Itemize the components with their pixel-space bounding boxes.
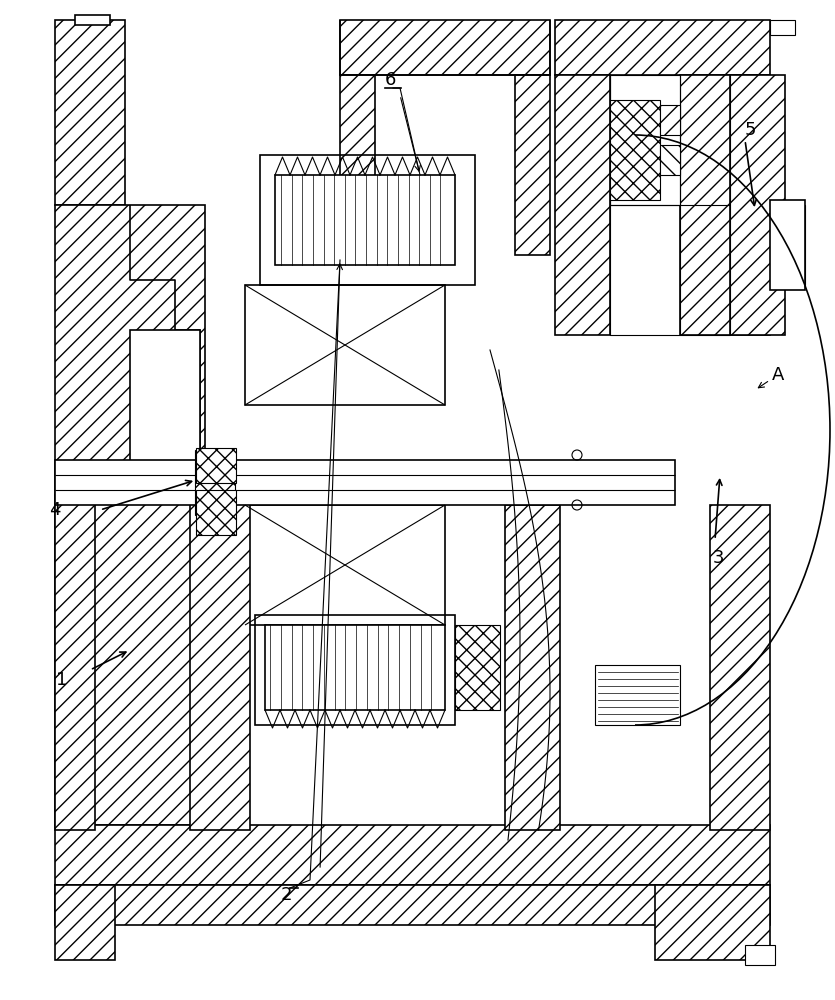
Bar — [660, 105, 680, 135]
Bar — [55, 495, 95, 830]
Bar — [730, 75, 785, 335]
Bar — [195, 450, 235, 515]
Bar — [55, 885, 115, 960]
Bar — [770, 200, 805, 290]
Bar — [610, 100, 660, 200]
Bar — [196, 448, 236, 483]
Bar — [260, 155, 475, 285]
Bar — [55, 825, 770, 885]
Bar — [255, 615, 455, 725]
Bar — [190, 495, 250, 830]
Bar — [275, 175, 455, 265]
Bar — [770, 20, 795, 35]
Text: 6: 6 — [384, 71, 396, 89]
Bar — [196, 490, 236, 535]
Bar — [710, 505, 770, 830]
Bar — [515, 75, 550, 255]
Bar — [555, 75, 610, 335]
Bar — [680, 75, 770, 335]
Bar — [505, 505, 560, 830]
Bar — [245, 505, 445, 625]
Bar — [265, 625, 445, 710]
Text: 4: 4 — [49, 501, 61, 519]
Bar — [610, 75, 680, 205]
Bar — [55, 495, 205, 825]
Bar — [55, 205, 205, 495]
Bar — [745, 945, 775, 965]
Text: A: A — [772, 366, 784, 384]
Bar — [130, 330, 200, 490]
Text: 2: 2 — [281, 886, 291, 904]
Bar — [455, 625, 500, 710]
Bar — [660, 145, 680, 175]
Bar — [595, 665, 680, 725]
Bar — [555, 20, 770, 75]
Bar — [75, 15, 110, 25]
Bar — [55, 460, 675, 505]
Text: 1: 1 — [56, 671, 68, 689]
Bar — [655, 885, 770, 960]
Bar — [55, 20, 125, 205]
Text: 5: 5 — [744, 121, 756, 139]
Bar — [785, 205, 805, 285]
Text: 3: 3 — [712, 549, 724, 567]
Bar — [245, 285, 445, 405]
Bar — [340, 75, 375, 255]
Bar — [340, 20, 550, 75]
Bar — [55, 885, 770, 925]
